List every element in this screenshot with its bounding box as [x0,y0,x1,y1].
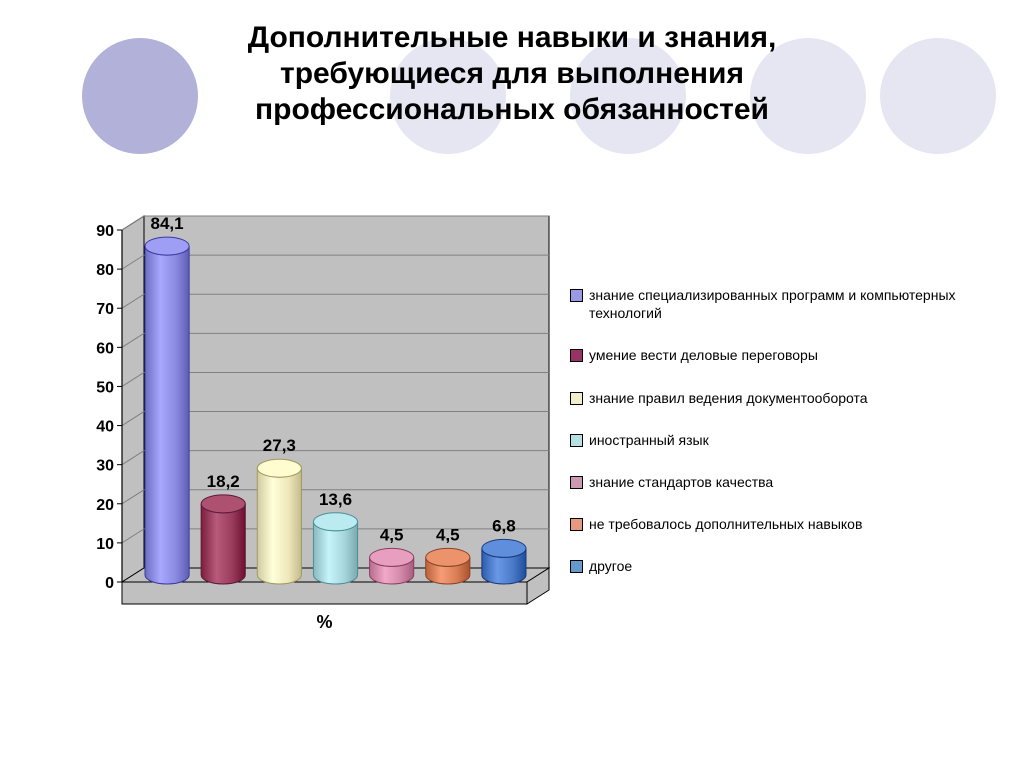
chart-legend: знание специализированных программ и ком… [570,286,1000,600]
legend-item: знание специализированных программ и ком… [570,286,1000,322]
legend-label: иностранный язык [589,431,709,449]
slide-root: Дополнительные навыки и знания,требующие… [0,0,1024,768]
svg-text:70: 70 [96,301,114,318]
svg-text:30: 30 [96,458,114,475]
bar: 84,1 [145,214,189,584]
page-title: Дополнительные навыки и знания,требующие… [0,20,1024,128]
legend-label: знание специализированных программ и ком… [589,286,1000,322]
legend-item: знание правил ведения документооборота [570,389,1000,407]
svg-text:4,5: 4,5 [380,525,404,544]
svg-text:13,6: 13,6 [319,490,352,509]
svg-text:20: 20 [96,497,114,514]
legend-item: другое [570,557,1000,575]
svg-text:6,8: 6,8 [492,516,516,535]
chart-area: 0 10 20 30 40 50 60 70 80 90 84,1 18,2 27,3 13,6 4,5 4,… [60,210,550,640]
legend-swatch [570,518,583,531]
svg-text:0: 0 [105,575,114,592]
legend-label: знание стандартов качества [589,473,773,491]
svg-text:84,1: 84,1 [151,214,184,233]
svg-text:27,3: 27,3 [263,436,296,455]
svg-text:4,5: 4,5 [436,525,460,544]
svg-text:18,2: 18,2 [207,472,240,491]
x-axis-label: % [317,612,333,633]
bar-chart: 0 10 20 30 40 50 60 70 80 90 84,1 18,2 27,3 13,6 4,5 4,… [60,210,550,640]
bar: 18,2 [201,472,245,584]
svg-text:50: 50 [96,379,114,396]
legend-label: умение вести деловые переговоры [589,346,818,364]
legend-item: не требовалось дополнительных навыков [570,515,1000,533]
legend-swatch [570,434,583,447]
bar: 13,6 [313,490,357,584]
legend-swatch [570,476,583,489]
svg-text:90: 90 [96,223,114,240]
svg-text:60: 60 [96,340,114,357]
legend-swatch [570,349,583,362]
legend-label: не требовалось дополнительных навыков [589,515,862,533]
legend-item: знание стандартов качества [570,473,1000,491]
legend-label: знание правил ведения документооборота [589,389,868,407]
legend-swatch [570,392,583,405]
svg-text:40: 40 [96,419,114,436]
legend-swatch [570,560,583,573]
legend-label: другое [589,557,632,575]
legend-item: умение вести деловые переговоры [570,346,1000,364]
svg-text:10: 10 [96,536,114,553]
svg-text:80: 80 [96,262,114,279]
legend-item: иностранный язык [570,431,1000,449]
legend-swatch [570,289,583,302]
